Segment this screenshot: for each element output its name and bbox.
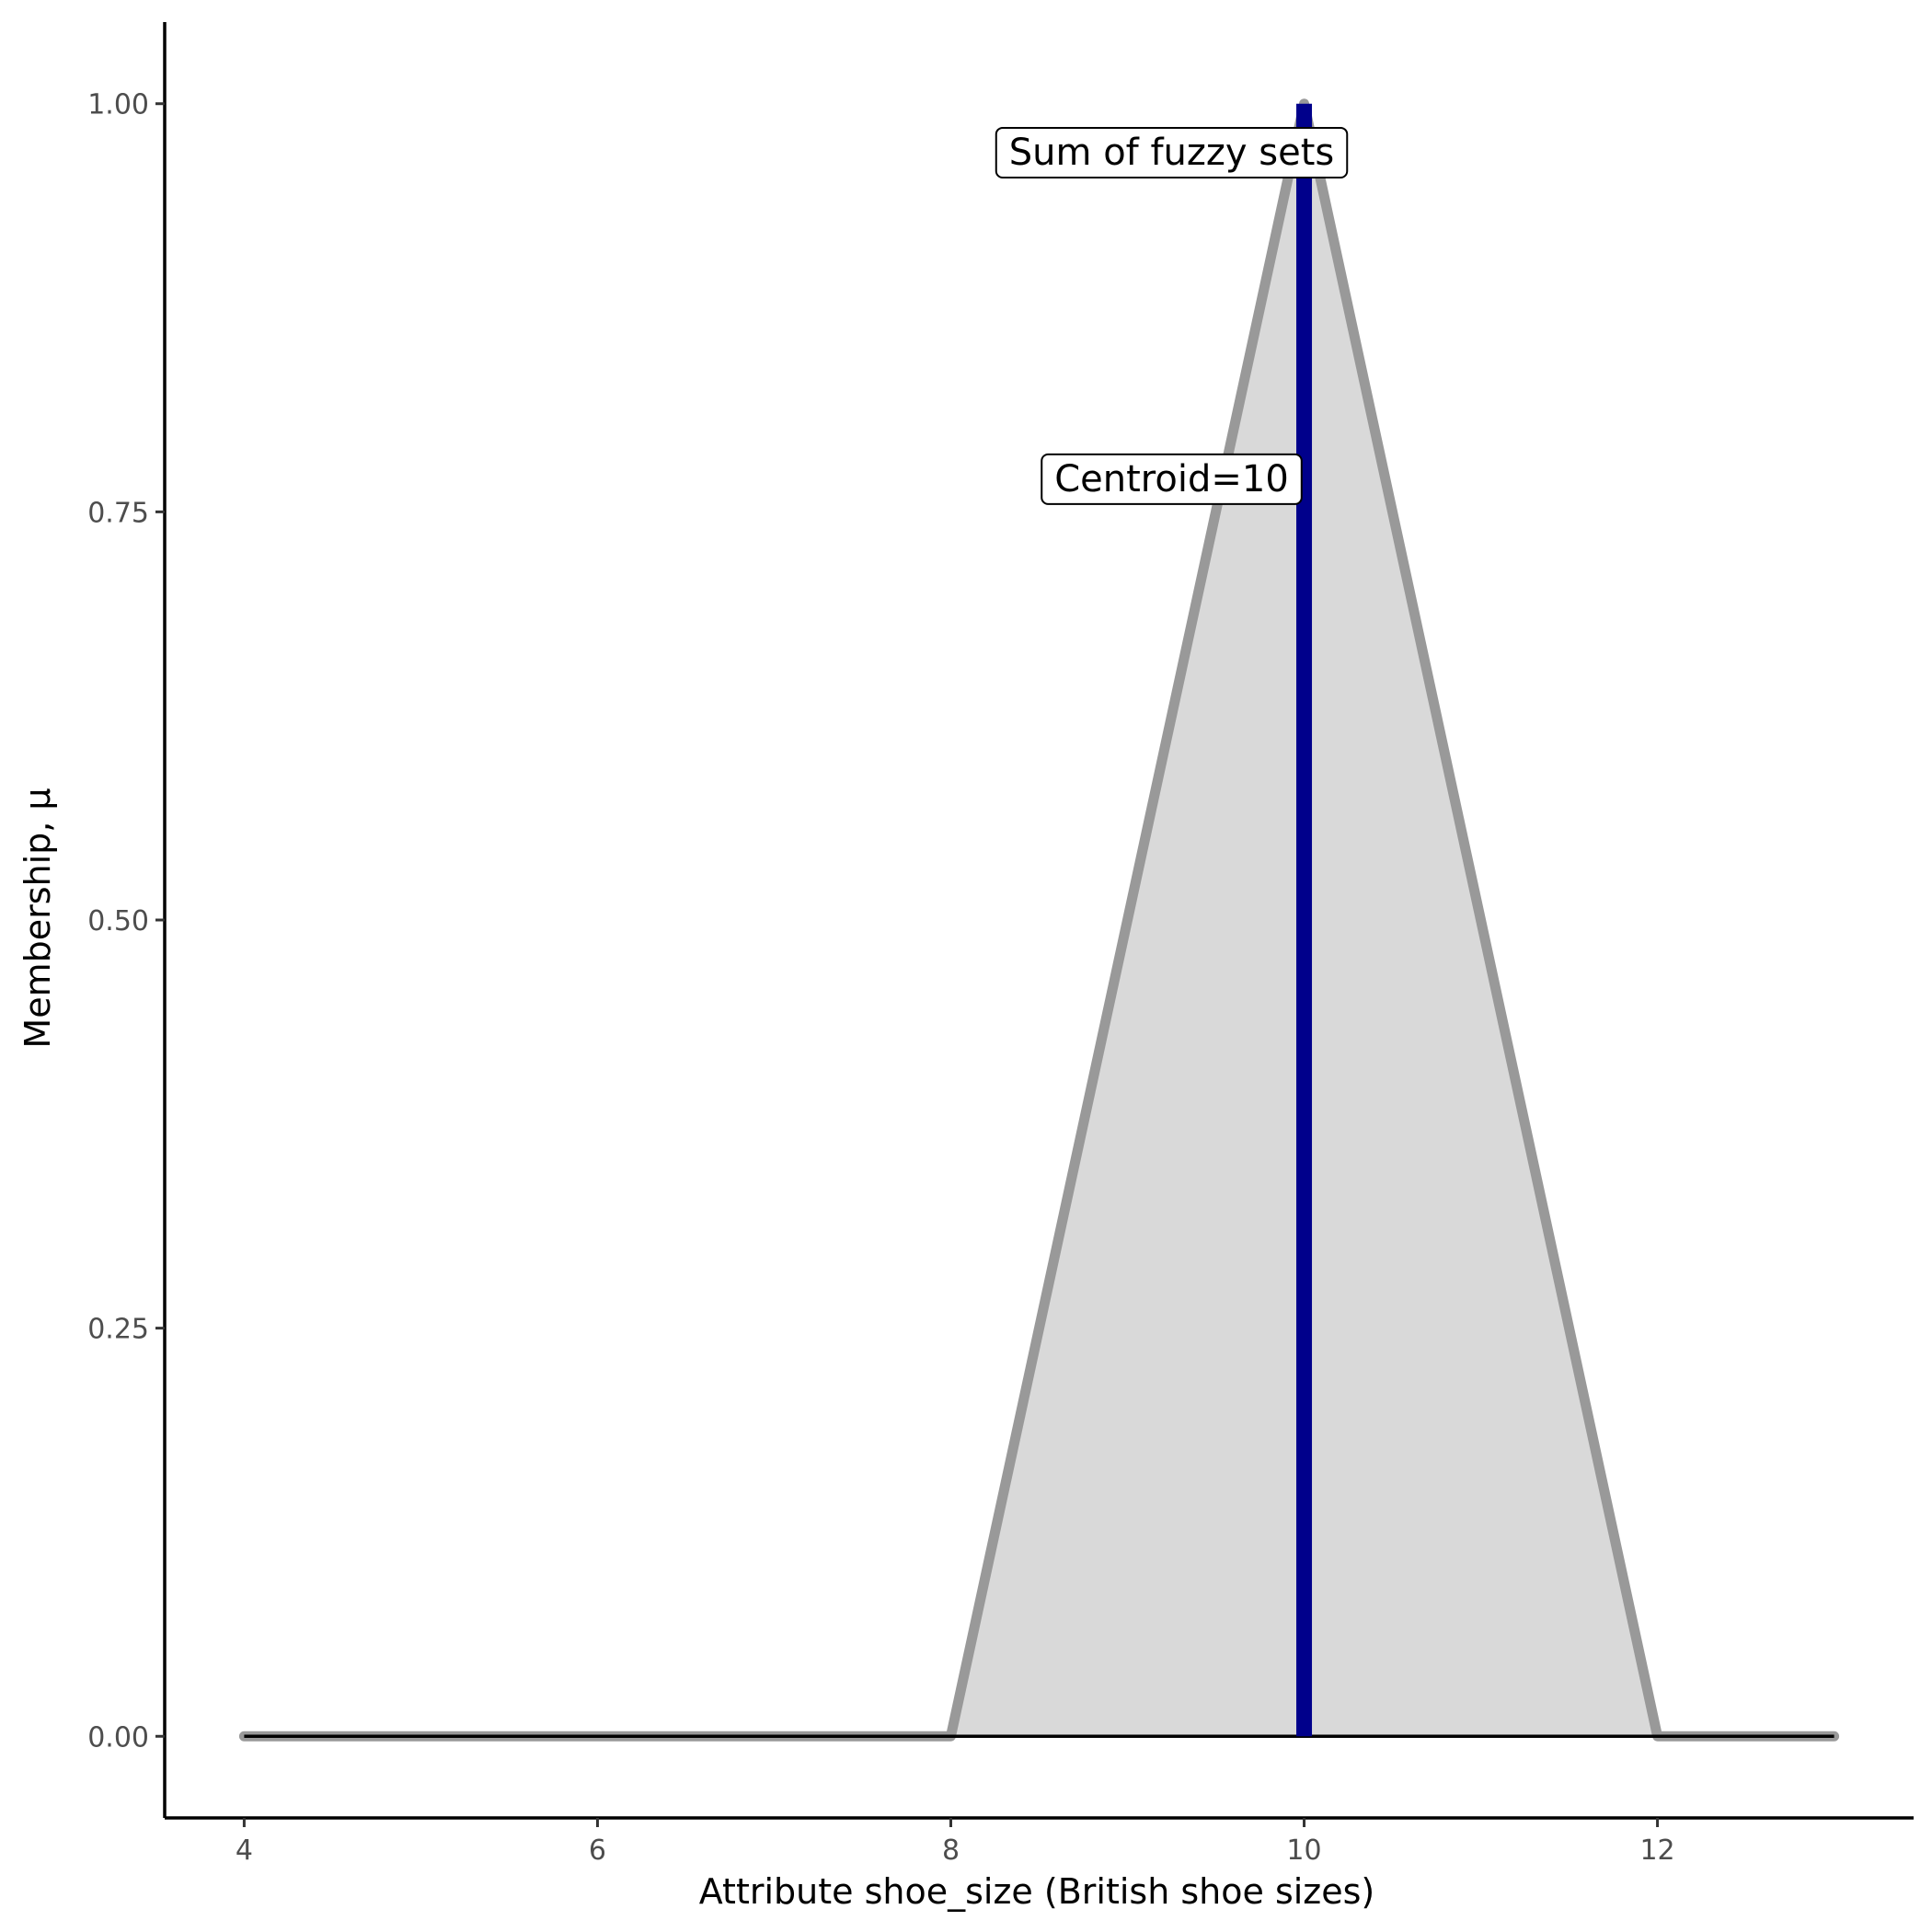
plot-area	[238, 98, 1840, 1742]
axes: 4 6 8 10 12 0.00 0.25 0.50 0.75 1.00	[87, 22, 1914, 1867]
x-tick-label-2: 8	[942, 1834, 960, 1867]
x-tick-label-4: 12	[1639, 1834, 1674, 1867]
y-tick-label-2: 0.50	[87, 905, 149, 937]
annotations: Sum of fuzzy sets Centroid=10	[995, 126, 1349, 505]
annotation-0: Sum of fuzzy sets	[995, 126, 1349, 178]
annotation-label-1: Centroid=10	[1054, 458, 1289, 500]
annotation-box-0	[995, 126, 1349, 178]
membership-area-0	[244, 103, 1834, 1737]
annotation-box-1	[1041, 453, 1303, 505]
x-tick-label-1: 6	[589, 1834, 606, 1867]
y-tick-label-3: 0.75	[87, 497, 149, 529]
y-axis-title: Membership, μ	[17, 788, 58, 1048]
y-tick-label-1: 0.25	[87, 1314, 149, 1346]
x-tick-label-3: 10	[1286, 1834, 1321, 1867]
x-axis-title: Attribute shoe_size (British shoe sizes)	[699, 1871, 1375, 1912]
y-tick-label-0: 0.00	[87, 1721, 149, 1754]
annotation-1: Centroid=10	[1041, 453, 1303, 505]
y-tick-label-4: 1.00	[87, 89, 149, 121]
x-tick-label-0: 4	[236, 1834, 253, 1867]
annotation-label-0: Sum of fuzzy sets	[1009, 132, 1334, 174]
